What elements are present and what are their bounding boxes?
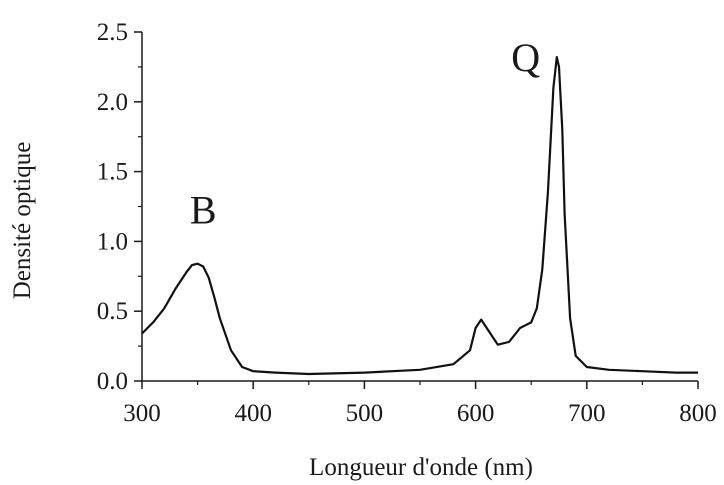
y-tick-label: 2.0 (97, 89, 128, 116)
y-axis-title: Densité optique (9, 142, 36, 300)
y-tick-label: 2.5 (97, 19, 128, 46)
x-ticks: 300 400 500 600 700 800 (123, 381, 717, 427)
y-tick-label: 1.5 (97, 159, 128, 186)
x-tick-label: 600 (457, 400, 495, 427)
axes (141, 32, 698, 382)
peak-annotation-q: Q (511, 35, 540, 80)
x-tick-label: 400 (234, 400, 272, 427)
peak-annotation-b: B (190, 187, 217, 232)
absorbance-series-line (141, 56, 698, 376)
y-tick-label: 0.0 (97, 368, 128, 395)
x-axis-title: Longueur d'onde (nm) (309, 454, 533, 481)
x-tick-label: 800 (679, 400, 717, 427)
x-tick-label: 700 (568, 400, 606, 427)
y-tick-label: 1.0 (97, 228, 128, 255)
y-ticks: 0.0 0.5 1.0 1.5 2.0 2.5 (97, 19, 142, 395)
y-tick-label: 0.5 (97, 298, 128, 325)
x-tick-label: 300 (123, 400, 161, 427)
annotations: BQ (190, 35, 540, 232)
x-tick-label: 500 (346, 400, 384, 427)
